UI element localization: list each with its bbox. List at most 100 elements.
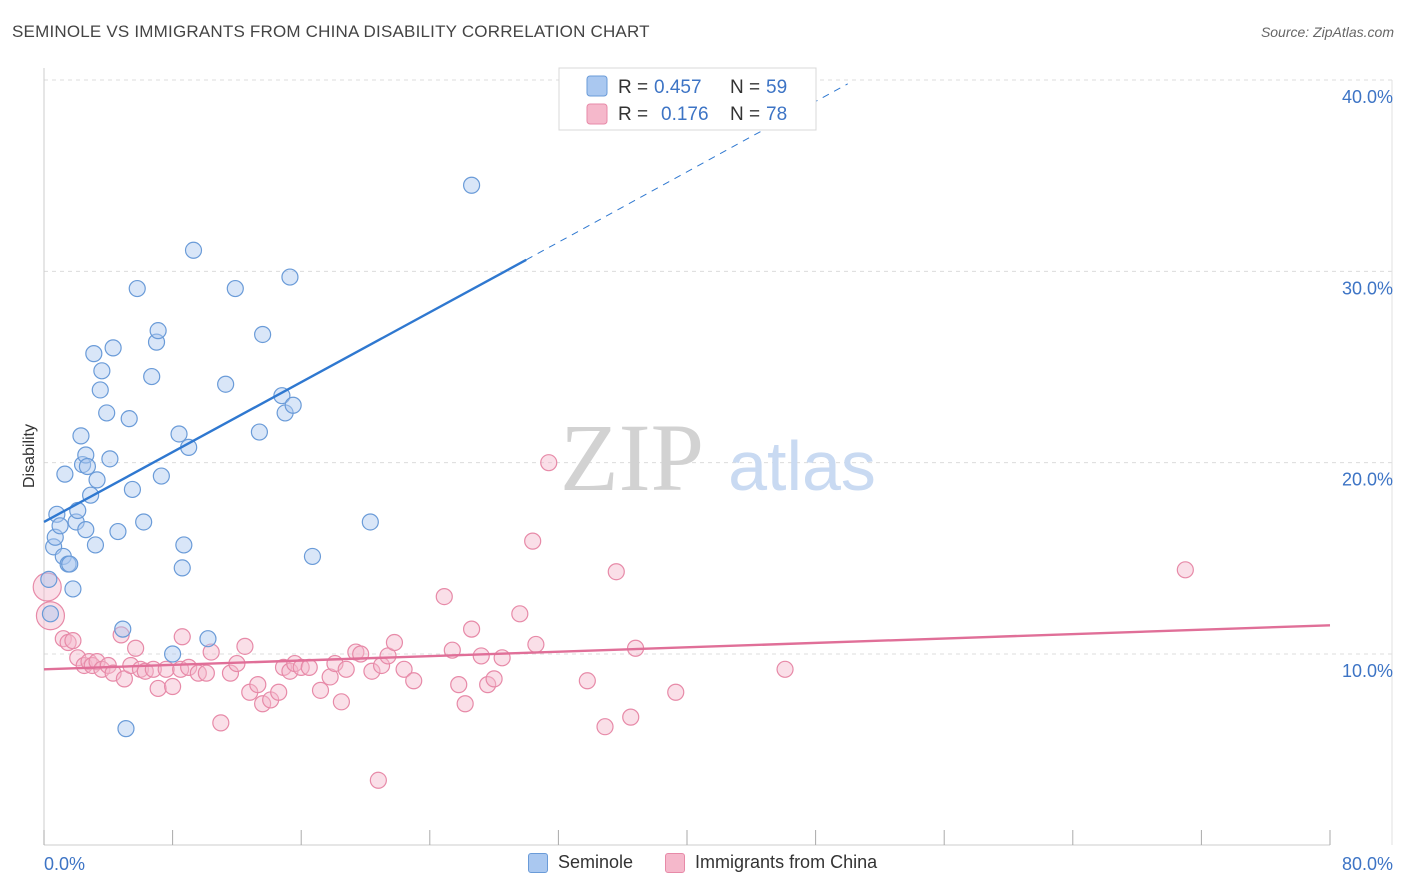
seminole-point [361, 513, 379, 531]
y-tick-label-20: 20.0% [1342, 470, 1393, 490]
seminole-trend-line [43, 258, 527, 524]
china-point [405, 672, 423, 690]
china-point [493, 649, 511, 667]
china-point [511, 605, 529, 623]
seminole-point [199, 630, 217, 648]
china-point [540, 454, 558, 472]
china-point [35, 601, 66, 631]
china-point [254, 695, 272, 713]
seminole-point [40, 570, 58, 588]
china-point [667, 683, 685, 701]
y-axis-label: Disability [21, 424, 38, 488]
china-trend-line [43, 624, 1331, 671]
seminole-point [98, 404, 116, 422]
china-point [369, 771, 387, 789]
x-tick-label-max: 80.0% [1342, 854, 1393, 874]
legend-seminole-label: Seminole [558, 852, 634, 872]
seminole-point [184, 241, 203, 259]
legend-r-label-1: R = [618, 77, 648, 98]
china-point [236, 637, 254, 655]
correlation-legend: R = 0.457 N = 59 R = 0.176 N = 78 [558, 67, 817, 131]
china-point [149, 679, 167, 698]
series-legend: Seminole Immigrants from China [528, 852, 901, 873]
china-swatch [665, 852, 686, 873]
seminole-point [104, 339, 122, 357]
china-point [527, 635, 545, 654]
seminole-point [101, 450, 119, 468]
seminole-point [284, 396, 302, 414]
china-point [622, 708, 640, 726]
seminole-point [78, 457, 97, 476]
china-point [300, 658, 318, 676]
seminole-point [128, 279, 146, 298]
axes [43, 68, 1393, 846]
watermark-atlas: atlas [728, 427, 876, 505]
seminole-point [61, 555, 79, 573]
china-point [596, 718, 614, 736]
china-point [450, 676, 468, 694]
china-point [385, 633, 404, 652]
seminole-point [135, 513, 153, 531]
china-point [776, 660, 794, 678]
y-tick-label-30: 30.0% [1342, 278, 1393, 298]
seminole-point [64, 580, 82, 598]
china-point [1176, 561, 1194, 579]
legend-n-value-2: 78 [766, 104, 787, 125]
seminole-point [303, 547, 322, 566]
watermark-zip: ZIP [560, 404, 704, 511]
china-point [164, 677, 182, 696]
legend-china-label: Immigrants from China [695, 852, 878, 872]
china-point [337, 660, 355, 678]
china-point [363, 662, 381, 680]
legend-r-label-2: R = [618, 104, 648, 125]
legend-n-label-1: N = [730, 77, 760, 98]
china-point [395, 660, 413, 678]
series-immigrants-points [32, 454, 1194, 789]
seminole-point [254, 325, 272, 344]
china-point [578, 672, 596, 690]
seminole-point [143, 367, 161, 386]
seminole-point [170, 425, 188, 443]
seminole-point [123, 480, 142, 499]
china-point [202, 643, 220, 661]
seminole-point [56, 465, 74, 483]
seminole-point [152, 467, 170, 485]
grid-lines [44, 79, 1392, 655]
legend-item-china: Immigrants from China [665, 852, 877, 873]
seminole-point [173, 559, 191, 577]
seminole-point [72, 427, 90, 445]
seminole-point [51, 517, 69, 535]
seminole-point [149, 322, 167, 340]
china-point [456, 695, 474, 713]
seminole-point [120, 410, 138, 428]
x-tick-label-min: 0.0% [44, 854, 85, 874]
china-point [524, 532, 542, 550]
seminole-point [164, 645, 182, 663]
china-point [479, 676, 497, 694]
china-point [462, 620, 481, 638]
seminole-point [117, 720, 135, 738]
seminole-point [462, 176, 481, 194]
y-tick-label-40: 40.0% [1342, 87, 1393, 107]
chart-title: SEMINOLE VS IMMIGRANTS FROM CHINA DISABI… [12, 22, 650, 41]
seminole-point [91, 381, 109, 399]
china-point [311, 681, 330, 699]
seminole-point [250, 423, 269, 441]
china-point [321, 668, 339, 686]
legend-r-value-1: 0.457 [654, 77, 702, 98]
y-tick-label-10: 10.0% [1342, 661, 1393, 681]
legend-n-label-2: N = [730, 104, 760, 125]
china-point [607, 563, 625, 581]
china-point [157, 660, 175, 678]
seminole-point [109, 522, 127, 541]
legend-item-seminole: Seminole [528, 852, 633, 873]
seminole-point [77, 521, 95, 539]
china-point [270, 683, 288, 701]
china-point [221, 664, 240, 682]
china-point [472, 647, 490, 665]
source-label: Source: ZipAtlas.com [1260, 24, 1394, 40]
china-point [212, 714, 230, 732]
seminole-swatch [528, 852, 548, 873]
china-point [332, 693, 350, 711]
